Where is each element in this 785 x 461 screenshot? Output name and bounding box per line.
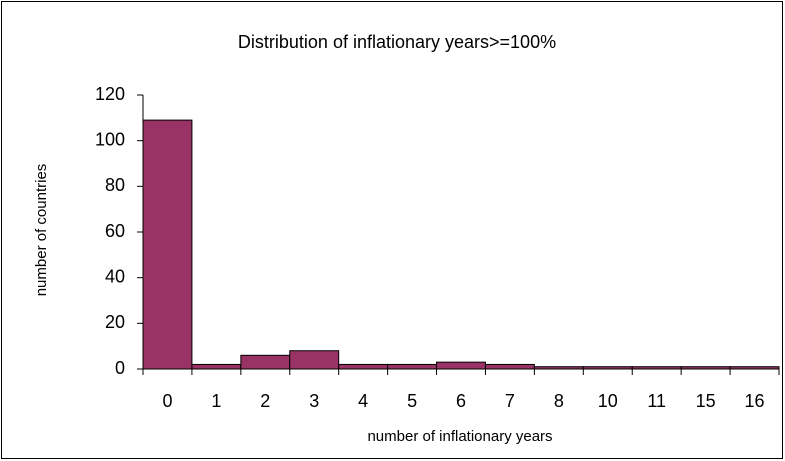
bar — [484, 363, 535, 370]
x-tick-label: 11 — [647, 391, 666, 411]
x-tick-label: 5 — [407, 391, 417, 411]
x-tick-label: 8 — [554, 391, 564, 411]
bar — [289, 350, 340, 370]
x-tick-label: 15 — [696, 391, 716, 411]
x-tick-label: 16 — [745, 391, 765, 411]
bar — [436, 361, 486, 370]
x-tick-label: 2 — [260, 391, 270, 411]
x-axis-label: number of inflationary years — [367, 428, 552, 445]
y-tick-label: 100 — [95, 129, 125, 149]
bar — [240, 354, 291, 370]
bar — [338, 363, 389, 370]
bar — [387, 363, 438, 370]
y-tick-label: 80 — [105, 175, 125, 195]
y-axis-label: number of countries — [33, 164, 50, 297]
y-tick-label: 60 — [105, 221, 125, 241]
y-tick-label: 40 — [105, 266, 125, 286]
y-tick-label: 120 — [95, 84, 125, 104]
chart-title: Distribution of inflationary years>=100% — [238, 32, 556, 52]
x-tick-label: 0 — [162, 391, 172, 411]
bar — [191, 363, 242, 370]
bar — [142, 119, 193, 370]
x-tick-label: 6 — [456, 391, 466, 411]
x-tick-label: 7 — [505, 391, 515, 411]
x-tick-label: 1 — [211, 391, 221, 411]
x-tick-label: 4 — [358, 391, 368, 411]
y-tick-label: 0 — [115, 358, 125, 378]
x-tick-label: 10 — [598, 391, 618, 411]
x-tick-label: 3 — [309, 391, 319, 411]
y-tick-label: 20 — [105, 312, 125, 332]
